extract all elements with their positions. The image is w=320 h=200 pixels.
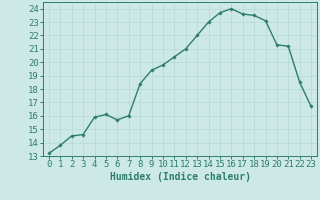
- X-axis label: Humidex (Indice chaleur): Humidex (Indice chaleur): [109, 172, 251, 182]
